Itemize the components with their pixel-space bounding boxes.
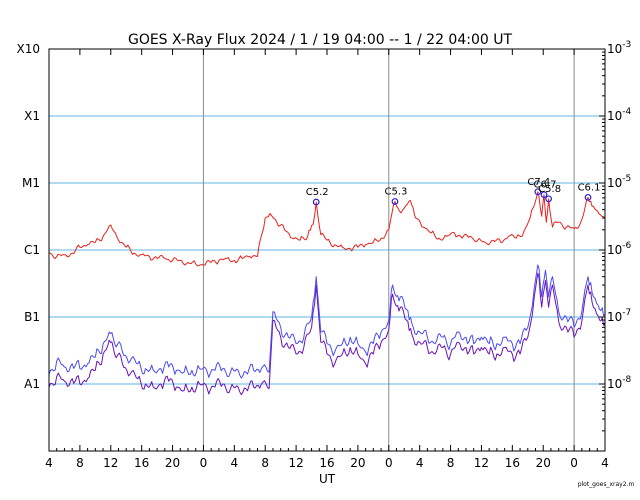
flare-label: C7.4 — [527, 177, 550, 188]
x-tick-label: 12 — [474, 456, 489, 470]
y-class-label: C1 — [24, 243, 40, 257]
series-line-long — [48, 191, 606, 267]
y-class-label: A1 — [24, 377, 40, 391]
flare-marker — [312, 198, 320, 206]
y-right-tick-label: 10-7 — [607, 308, 631, 324]
x-tick-label: 4 — [416, 456, 424, 470]
flare-marker — [545, 195, 553, 203]
x-tick-label: 12 — [288, 456, 303, 470]
x-tick-label: 16 — [134, 456, 149, 470]
flare-label: C6.7 — [534, 180, 557, 191]
x-tick-label: 4 — [601, 456, 609, 470]
y-class-label: X10 — [17, 42, 41, 56]
labels-layer: 4 8 12 16 20 0 4 8 12 16 20 0 4 8 12 16 20 0 4 X10 X1 M1 C1 B1 A… — [17, 40, 632, 470]
x-tick-label: 8 — [447, 456, 455, 470]
y-right-tick-label: 10-6 — [607, 241, 632, 257]
flare-marker — [391, 198, 399, 205]
flare-label: C6.1 — [578, 182, 601, 193]
y-right-tick-label: 10-5 — [607, 174, 631, 190]
x-tick-label: 0 — [385, 456, 393, 470]
x-tick-label: 8 — [76, 456, 84, 470]
y-class-label: X1 — [24, 109, 40, 123]
x-axis-label: UT — [319, 472, 336, 486]
x-tick-label: 0 — [570, 456, 578, 470]
x-tick-label: 8 — [261, 456, 269, 470]
ticks-layer — [48, 48, 606, 451]
series-line-short-secondary — [48, 272, 606, 396]
flare-label: C5.3 — [385, 186, 408, 197]
grid-layer — [49, 49, 605, 451]
x-tick-label: 20 — [165, 456, 180, 470]
x-tick-label: 12 — [103, 456, 118, 470]
x-tick-label: 16 — [505, 456, 520, 470]
flare-marker — [534, 188, 542, 196]
flare-label: C5.2 — [306, 187, 329, 198]
footer-note: plot_goes_xray2.m — [578, 481, 635, 488]
x-tick-label: 4 — [45, 456, 53, 470]
y-right-tick-label: 10-3 — [607, 40, 631, 56]
flare-marker — [540, 191, 548, 199]
y-class-label: B1 — [24, 310, 40, 324]
x-tick-label: 20 — [350, 456, 365, 470]
x-tick-label: 16 — [319, 456, 334, 470]
flare-marker — [584, 193, 592, 201]
series-layer — [48, 191, 606, 396]
y-right-tick-label: 10-4 — [607, 107, 632, 123]
x-tick-label: 4 — [231, 456, 239, 470]
series-line-short — [48, 264, 606, 379]
flare-layer: C5.2 C5.3 C7.4C6.7C5.8 C6.1 — [306, 177, 601, 206]
y-right-tick-label: 10-8 — [607, 375, 632, 391]
x-tick-label: 20 — [536, 456, 551, 470]
flare-label: C5.8 — [538, 184, 561, 195]
chart-title: GOES X-Ray Flux 2024 / 1 / 19 04:00 -- 1… — [128, 32, 512, 48]
x-tick-label: 0 — [200, 456, 208, 470]
y-class-label: M1 — [22, 176, 40, 190]
